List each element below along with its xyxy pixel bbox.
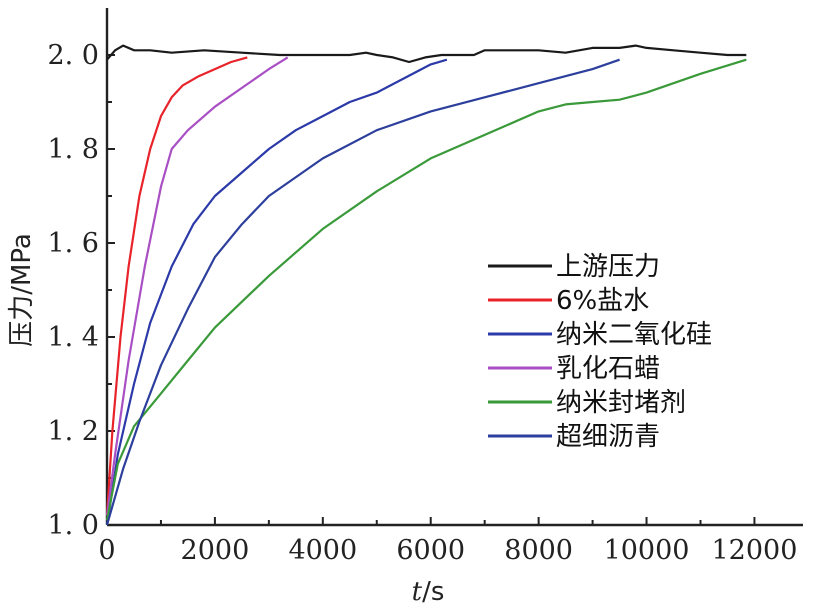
- x-tick-label: 8000: [504, 535, 573, 566]
- x-axis-title: t/s: [412, 577, 445, 607]
- axes-layer: 0 2000 4000 6000 8000 10000 12000 1. 0 1. 2 1. 4 1…: [47, 8, 803, 566]
- x-axis-title-variable: t: [412, 577, 423, 607]
- x-tick-label: 2000: [181, 535, 250, 566]
- y-tick-label: 2. 0: [47, 40, 99, 71]
- y-tick-label: 1. 4: [47, 322, 99, 353]
- y-axis-title: 压力/MPa: [7, 233, 37, 347]
- x-tick-label: 0: [98, 535, 115, 566]
- y-tick-label: 1. 0: [47, 510, 99, 541]
- x-tick-label: 6000: [396, 535, 465, 566]
- y-tick-label: 1. 2: [47, 416, 99, 447]
- series-line-0: [106, 44, 747, 64]
- legend-label-5: 超细沥青: [556, 422, 660, 452]
- legend-label-2: 纳米二氧化硅: [556, 320, 712, 350]
- legend-label-3: 乳化石蜡: [556, 354, 660, 384]
- y-tick-label: 1. 6: [47, 228, 99, 259]
- x-tick-label: 4000: [288, 535, 357, 566]
- x-tick-label: 10000: [604, 535, 690, 566]
- series-layer: [105, 44, 747, 526]
- legend-label-0: 上游压力: [556, 252, 660, 282]
- y-tick-label: 1. 8: [47, 134, 99, 165]
- series-line-2: [105, 58, 448, 526]
- x-tick-label: 12000: [711, 535, 797, 566]
- x-axis-title-unit: /s: [422, 577, 444, 607]
- series-line-1: [105, 56, 248, 516]
- legend-label-1: 6%盐水: [556, 286, 649, 316]
- series-line-4: [105, 58, 747, 521]
- series-line-3: [105, 56, 289, 516]
- series-line-5: [105, 58, 620, 526]
- legend-label-4: 纳米封堵剂: [556, 388, 686, 418]
